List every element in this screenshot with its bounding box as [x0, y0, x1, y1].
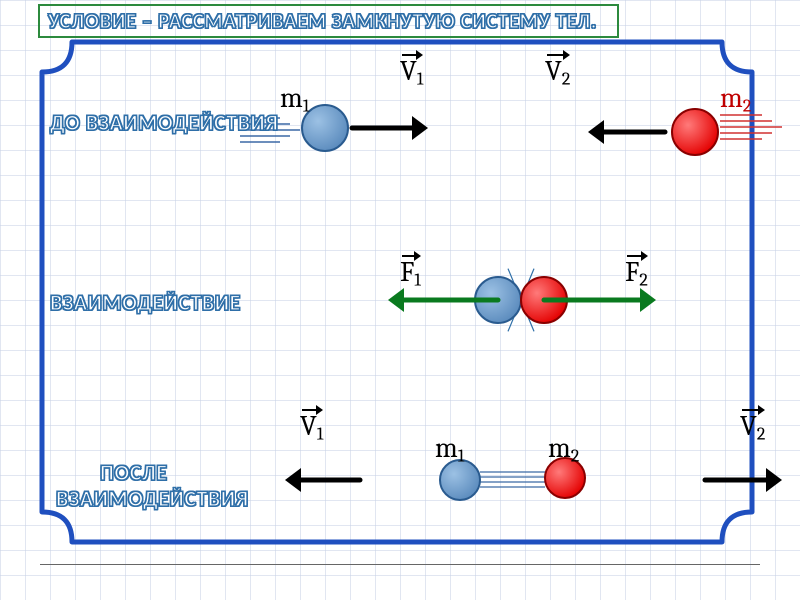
label-f1: F1: [400, 256, 421, 291]
label-v2-before: V2: [545, 55, 570, 90]
label-before: ДО ВЗАИМОДЕЙСТВИЯ: [50, 110, 278, 135]
label-v1-before: V1: [400, 55, 423, 90]
label-m1-after: m1: [435, 432, 464, 467]
bottom-rule: [40, 564, 760, 565]
label-v1-after: V1: [300, 410, 323, 445]
label-after-line1: ПОСЛЕ: [100, 460, 167, 485]
label-after-line2: ВЗАИМОДЕЙСТВИЯ: [56, 486, 249, 511]
label-m2-after: m2: [548, 432, 579, 467]
label-v2-after: V2: [740, 410, 765, 445]
label-m2-before: m2: [720, 82, 751, 117]
title-box: УСЛОВИЕ – РАССМАТРИВАЕМ ЗАМКНУТУЮ СИСТЕМ…: [38, 4, 619, 38]
title-text: УСЛОВИЕ – РАССМАТРИВАЕМ ЗАМКНУТУЮ СИСТЕМ…: [48, 8, 597, 34]
label-f2: F2: [625, 256, 648, 291]
diagram-stage: УСЛОВИЕ – РАССМАТРИВАЕМ ЗАМКНУТУЮ СИСТЕМ…: [0, 0, 800, 600]
label-m1-before: m1: [280, 82, 309, 117]
label-interact: ВЗАИМОДЕЙСТВИЕ: [50, 290, 241, 315]
